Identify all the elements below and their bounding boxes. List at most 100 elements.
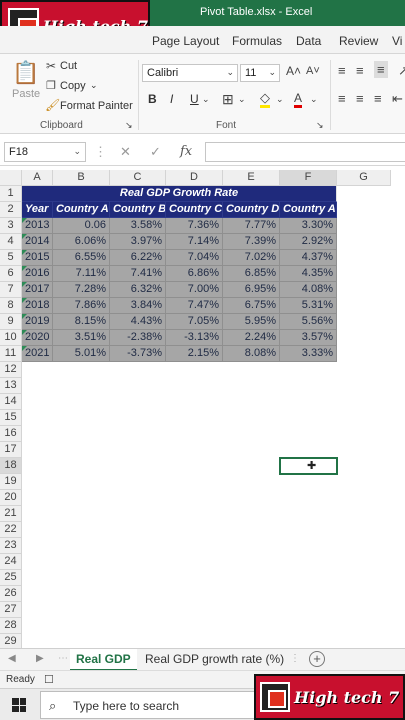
table-cell[interactable]: 7.02%: [223, 250, 280, 266]
table-cell[interactable]: 7.47%: [166, 298, 223, 314]
column-header-e[interactable]: E: [223, 170, 280, 186]
row-header-4[interactable]: 4: [0, 234, 22, 250]
tab-data[interactable]: Data: [296, 34, 322, 48]
table-cell[interactable]: 5.31%: [280, 298, 337, 314]
tab-view[interactable]: Vi: [392, 34, 403, 48]
fill-color-dropdown-icon[interactable]: ⌄: [276, 94, 284, 104]
borders-dropdown-icon[interactable]: ⌄: [238, 94, 246, 104]
font-name-select[interactable]: Calibri ⌄: [142, 64, 238, 82]
borders-icon[interactable]: ⊞: [222, 91, 234, 107]
orientation-icon[interactable]: ↗: [398, 63, 405, 78]
row-header-23[interactable]: 23: [0, 538, 22, 554]
table-cell[interactable]: 6.32%: [110, 282, 166, 298]
table-cell[interactable]: 6.22%: [110, 250, 166, 266]
table-cell[interactable]: -3.13%: [166, 330, 223, 346]
cut-button[interactable]: Cut: [60, 60, 78, 72]
table-cell[interactable]: 3.84%: [110, 298, 166, 314]
table-cell[interactable]: 7.36%: [166, 218, 223, 234]
row-header-1[interactable]: 1: [0, 186, 22, 202]
row-header-17[interactable]: 17: [0, 442, 22, 458]
row-header-18[interactable]: 18: [0, 458, 22, 474]
table-cell[interactable]: 4.37%: [280, 250, 337, 266]
tab-page-layout[interactable]: Page Layout: [152, 34, 220, 48]
table-header-cell[interactable]: Country C: [166, 202, 223, 218]
column-header-d[interactable]: D: [166, 170, 223, 186]
sheet-tab-real-gdp[interactable]: Real GDP: [70, 649, 137, 671]
tab-formulas[interactable]: Formulas: [232, 34, 283, 48]
table-cell[interactable]: 6.06%: [53, 234, 110, 250]
table-cell[interactable]: 2.15%: [166, 346, 223, 362]
row-header-16[interactable]: 16: [0, 426, 22, 442]
align-middle-icon[interactable]: ≡: [356, 63, 364, 78]
table-cell[interactable]: 4.43%: [110, 314, 166, 330]
table-header-cell[interactable]: Country A: [53, 202, 110, 218]
column-header-g[interactable]: G: [337, 170, 391, 186]
italic-button[interactable]: I: [170, 92, 174, 106]
add-sheet-button[interactable]: +: [309, 651, 325, 667]
row-header-3[interactable]: 3: [0, 218, 22, 234]
table-cell[interactable]: 5.95%: [223, 314, 280, 330]
table-header-cell[interactable]: Country D: [223, 202, 280, 218]
table-cell[interactable]: -3.73%: [110, 346, 166, 362]
row-header-7[interactable]: 7: [0, 282, 22, 298]
table-cell[interactable]: 6.75%: [223, 298, 280, 314]
tab-review[interactable]: Review: [339, 34, 379, 48]
clipboard-launcher-icon[interactable]: ↘: [125, 120, 133, 130]
sheet-tab-growth-rate[interactable]: Real GDP growth rate (%): [145, 652, 285, 666]
enter-check-icon[interactable]: ✓: [150, 144, 161, 159]
name-box[interactable]: F18 ⌄: [4, 142, 86, 162]
table-cell[interactable]: 8.08%: [223, 346, 280, 362]
format-painter-button[interactable]: Format Painter: [60, 100, 133, 112]
table-cell[interactable]: 7.05%: [166, 314, 223, 330]
table-cell[interactable]: 5.56%: [280, 314, 337, 330]
more-options-icon[interactable]: ⋮: [94, 144, 107, 159]
table-cell[interactable]: 7.00%: [166, 282, 223, 298]
table-cell[interactable]: 2021: [22, 346, 53, 362]
decrease-font-icon[interactable]: A˅: [306, 65, 320, 77]
align-left-icon[interactable]: ≡: [338, 91, 346, 106]
table-cell[interactable]: 6.55%: [53, 250, 110, 266]
table-cell[interactable]: 7.86%: [53, 298, 110, 314]
underline-dropdown-icon[interactable]: ⌄: [202, 94, 210, 104]
table-cell[interactable]: 2018: [22, 298, 53, 314]
table-cell[interactable]: 2.92%: [280, 234, 337, 250]
table-cell[interactable]: 5.01%: [53, 346, 110, 362]
font-color-dropdown-icon[interactable]: ⌄: [310, 94, 318, 104]
align-right-icon[interactable]: ≡: [374, 91, 382, 106]
table-cell[interactable]: 7.41%: [110, 266, 166, 282]
row-header-25[interactable]: 25: [0, 570, 22, 586]
table-cell[interactable]: 2016: [22, 266, 53, 282]
insert-function-icon[interactable]: fx: [180, 144, 193, 159]
increase-font-icon[interactable]: A˄: [286, 64, 302, 78]
table-cell[interactable]: 6.95%: [223, 282, 280, 298]
underline-button[interactable]: U: [190, 92, 199, 106]
table-cell[interactable]: 6.86%: [166, 266, 223, 282]
table-cell[interactable]: 7.04%: [166, 250, 223, 266]
align-center-icon[interactable]: ≡: [356, 91, 364, 106]
bold-button[interactable]: B: [148, 92, 157, 106]
row-header-20[interactable]: 20: [0, 490, 22, 506]
table-cell[interactable]: 3.58%: [110, 218, 166, 234]
row-header-28[interactable]: 28: [0, 618, 22, 634]
table-cell[interactable]: 2013: [22, 218, 53, 234]
table-cell[interactable]: 2014: [22, 234, 53, 250]
table-cell[interactable]: 2019: [22, 314, 53, 330]
table-cell[interactable]: 7.39%: [223, 234, 280, 250]
column-header-a[interactable]: A: [22, 170, 53, 186]
row-header-29[interactable]: 29: [0, 634, 22, 650]
row-header-22[interactable]: 22: [0, 522, 22, 538]
align-bottom-icon[interactable]: ≡: [374, 61, 388, 78]
row-header-6[interactable]: 6: [0, 266, 22, 282]
font-size-select[interactable]: 11 ⌄: [240, 64, 280, 82]
row-header-26[interactable]: 26: [0, 586, 22, 602]
table-cell[interactable]: 3.30%: [280, 218, 337, 234]
table-cell[interactable]: 3.51%: [53, 330, 110, 346]
taskbar-search[interactable]: ⌕ Type here to search: [40, 691, 255, 719]
table-header-cell[interactable]: Year: [22, 202, 53, 218]
sheet-more-icon[interactable]: ⋯: [58, 653, 68, 664]
table-cell[interactable]: 7.28%: [53, 282, 110, 298]
formula-input[interactable]: [205, 142, 405, 162]
row-header-19[interactable]: 19: [0, 474, 22, 490]
row-header-14[interactable]: 14: [0, 394, 22, 410]
copy-button[interactable]: Copy: [60, 80, 86, 92]
